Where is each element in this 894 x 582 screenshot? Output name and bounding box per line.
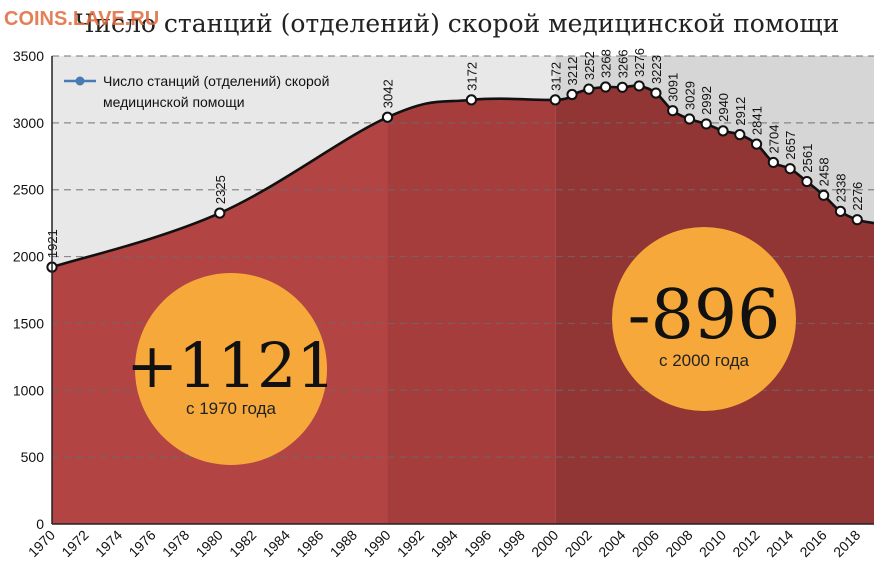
data-point	[381, 111, 394, 123]
x-tick-label: 2012	[729, 527, 762, 560]
data-label: 2912	[733, 97, 748, 126]
x-tick-label: 2002	[562, 527, 595, 560]
annotation-caption: с 1970 года	[186, 399, 277, 418]
data-point	[549, 94, 561, 106]
data-label: 2561	[800, 144, 815, 173]
y-tick-label: 1500	[13, 315, 44, 331]
data-point	[784, 163, 796, 175]
x-tick-label: 1978	[159, 527, 192, 560]
x-tick-label: 2010	[696, 527, 729, 560]
data-point	[700, 118, 712, 130]
y-tick-label: 500	[21, 449, 45, 465]
legend: Число станций (отделений) скорой медицин…	[64, 73, 329, 110]
y-tick-label: 1000	[13, 382, 44, 398]
y-tick-label: 2500	[13, 182, 44, 198]
y-tick-label: 2000	[13, 249, 44, 265]
data-point	[667, 105, 679, 117]
x-tick-label: 1980	[193, 527, 226, 560]
data-label: 3172	[548, 62, 563, 91]
data-point	[583, 83, 595, 95]
data-label: 3266	[615, 49, 630, 78]
data-point	[851, 214, 863, 226]
data-label: 2657	[783, 131, 798, 160]
data-point	[599, 81, 612, 93]
data-label: 3212	[565, 57, 580, 86]
x-tick-label: 1976	[125, 527, 158, 560]
x-tick-label: 2014	[763, 527, 796, 560]
annotation-value: -896	[628, 276, 781, 355]
data-label: 2992	[699, 86, 714, 115]
x-tick-label: 2006	[629, 527, 662, 560]
data-points	[46, 80, 863, 273]
x-tick-label: 1974	[92, 527, 125, 560]
data-label: 3029	[682, 81, 697, 110]
annotation-circle	[612, 227, 796, 411]
x-tick-label: 1982	[226, 527, 259, 560]
data-label: 2458	[817, 157, 832, 186]
x-tick-label: 1998	[494, 527, 527, 560]
y-tick-label: 0	[36, 516, 44, 532]
x-tick-label: 1996	[461, 527, 494, 560]
data-point	[214, 207, 226, 219]
annotation-caption: с 2000 года	[659, 351, 750, 370]
x-tick-label: 1986	[293, 527, 326, 560]
x-tick-label: 1992	[394, 527, 427, 560]
x-tick-label: 2000	[528, 527, 561, 560]
x-tick-label: 1984	[260, 527, 293, 560]
data-point	[717, 125, 729, 137]
data-label: 2325	[213, 175, 228, 204]
data-label: 3223	[649, 55, 664, 84]
data-point	[650, 87, 662, 99]
x-tick-label: 1994	[427, 527, 460, 560]
chart-title: Число станций (отделений) скорой медицин…	[75, 9, 839, 38]
data-label: 3091	[666, 73, 681, 102]
data-point	[683, 113, 696, 125]
data-point	[566, 88, 578, 101]
data-point	[616, 81, 628, 93]
data-label: 2841	[750, 106, 765, 135]
annotation-circle	[135, 273, 327, 465]
data-point	[834, 205, 847, 217]
x-tick-label: 1990	[360, 527, 393, 560]
data-label: 2940	[716, 93, 731, 122]
data-point	[818, 189, 830, 201]
data-point	[750, 138, 763, 150]
x-tick-label: 2018	[830, 527, 863, 560]
x-tick-label: 2008	[662, 527, 695, 560]
data-point	[801, 175, 813, 188]
x-tick-label: 1972	[58, 527, 91, 560]
data-label: 3276	[632, 48, 647, 77]
data-point	[734, 129, 746, 141]
data-point	[633, 80, 645, 92]
data-label: 3172	[464, 62, 479, 91]
data-label: 2338	[833, 173, 848, 202]
legend-text-line1: Число станций (отделений) скорой	[103, 73, 329, 89]
y-tick-label: 3000	[13, 115, 44, 131]
watermark: COINS.LAVE.RU	[4, 8, 159, 30]
x-tick-label: 2016	[796, 527, 829, 560]
x-tick-label: 2004	[595, 527, 628, 560]
data-label: 3268	[599, 49, 614, 78]
legend-marker	[75, 76, 85, 86]
data-label: 2276	[850, 182, 865, 211]
data-label: 2704	[766, 125, 781, 154]
x-tick-label: 1970	[25, 527, 58, 560]
data-point	[767, 156, 779, 169]
data-label: 3252	[582, 51, 597, 80]
data-labels: 1921232530423172317232123252326832663276…	[45, 48, 865, 258]
area-band	[387, 98, 556, 524]
annotation-value: +1121	[126, 329, 336, 402]
legend-text-line2: медицинской помощи	[103, 94, 245, 110]
data-label: 3042	[381, 79, 396, 108]
y-tick-label: 3500	[13, 48, 44, 64]
data-point	[465, 94, 477, 106]
x-tick-label: 1988	[327, 527, 360, 560]
